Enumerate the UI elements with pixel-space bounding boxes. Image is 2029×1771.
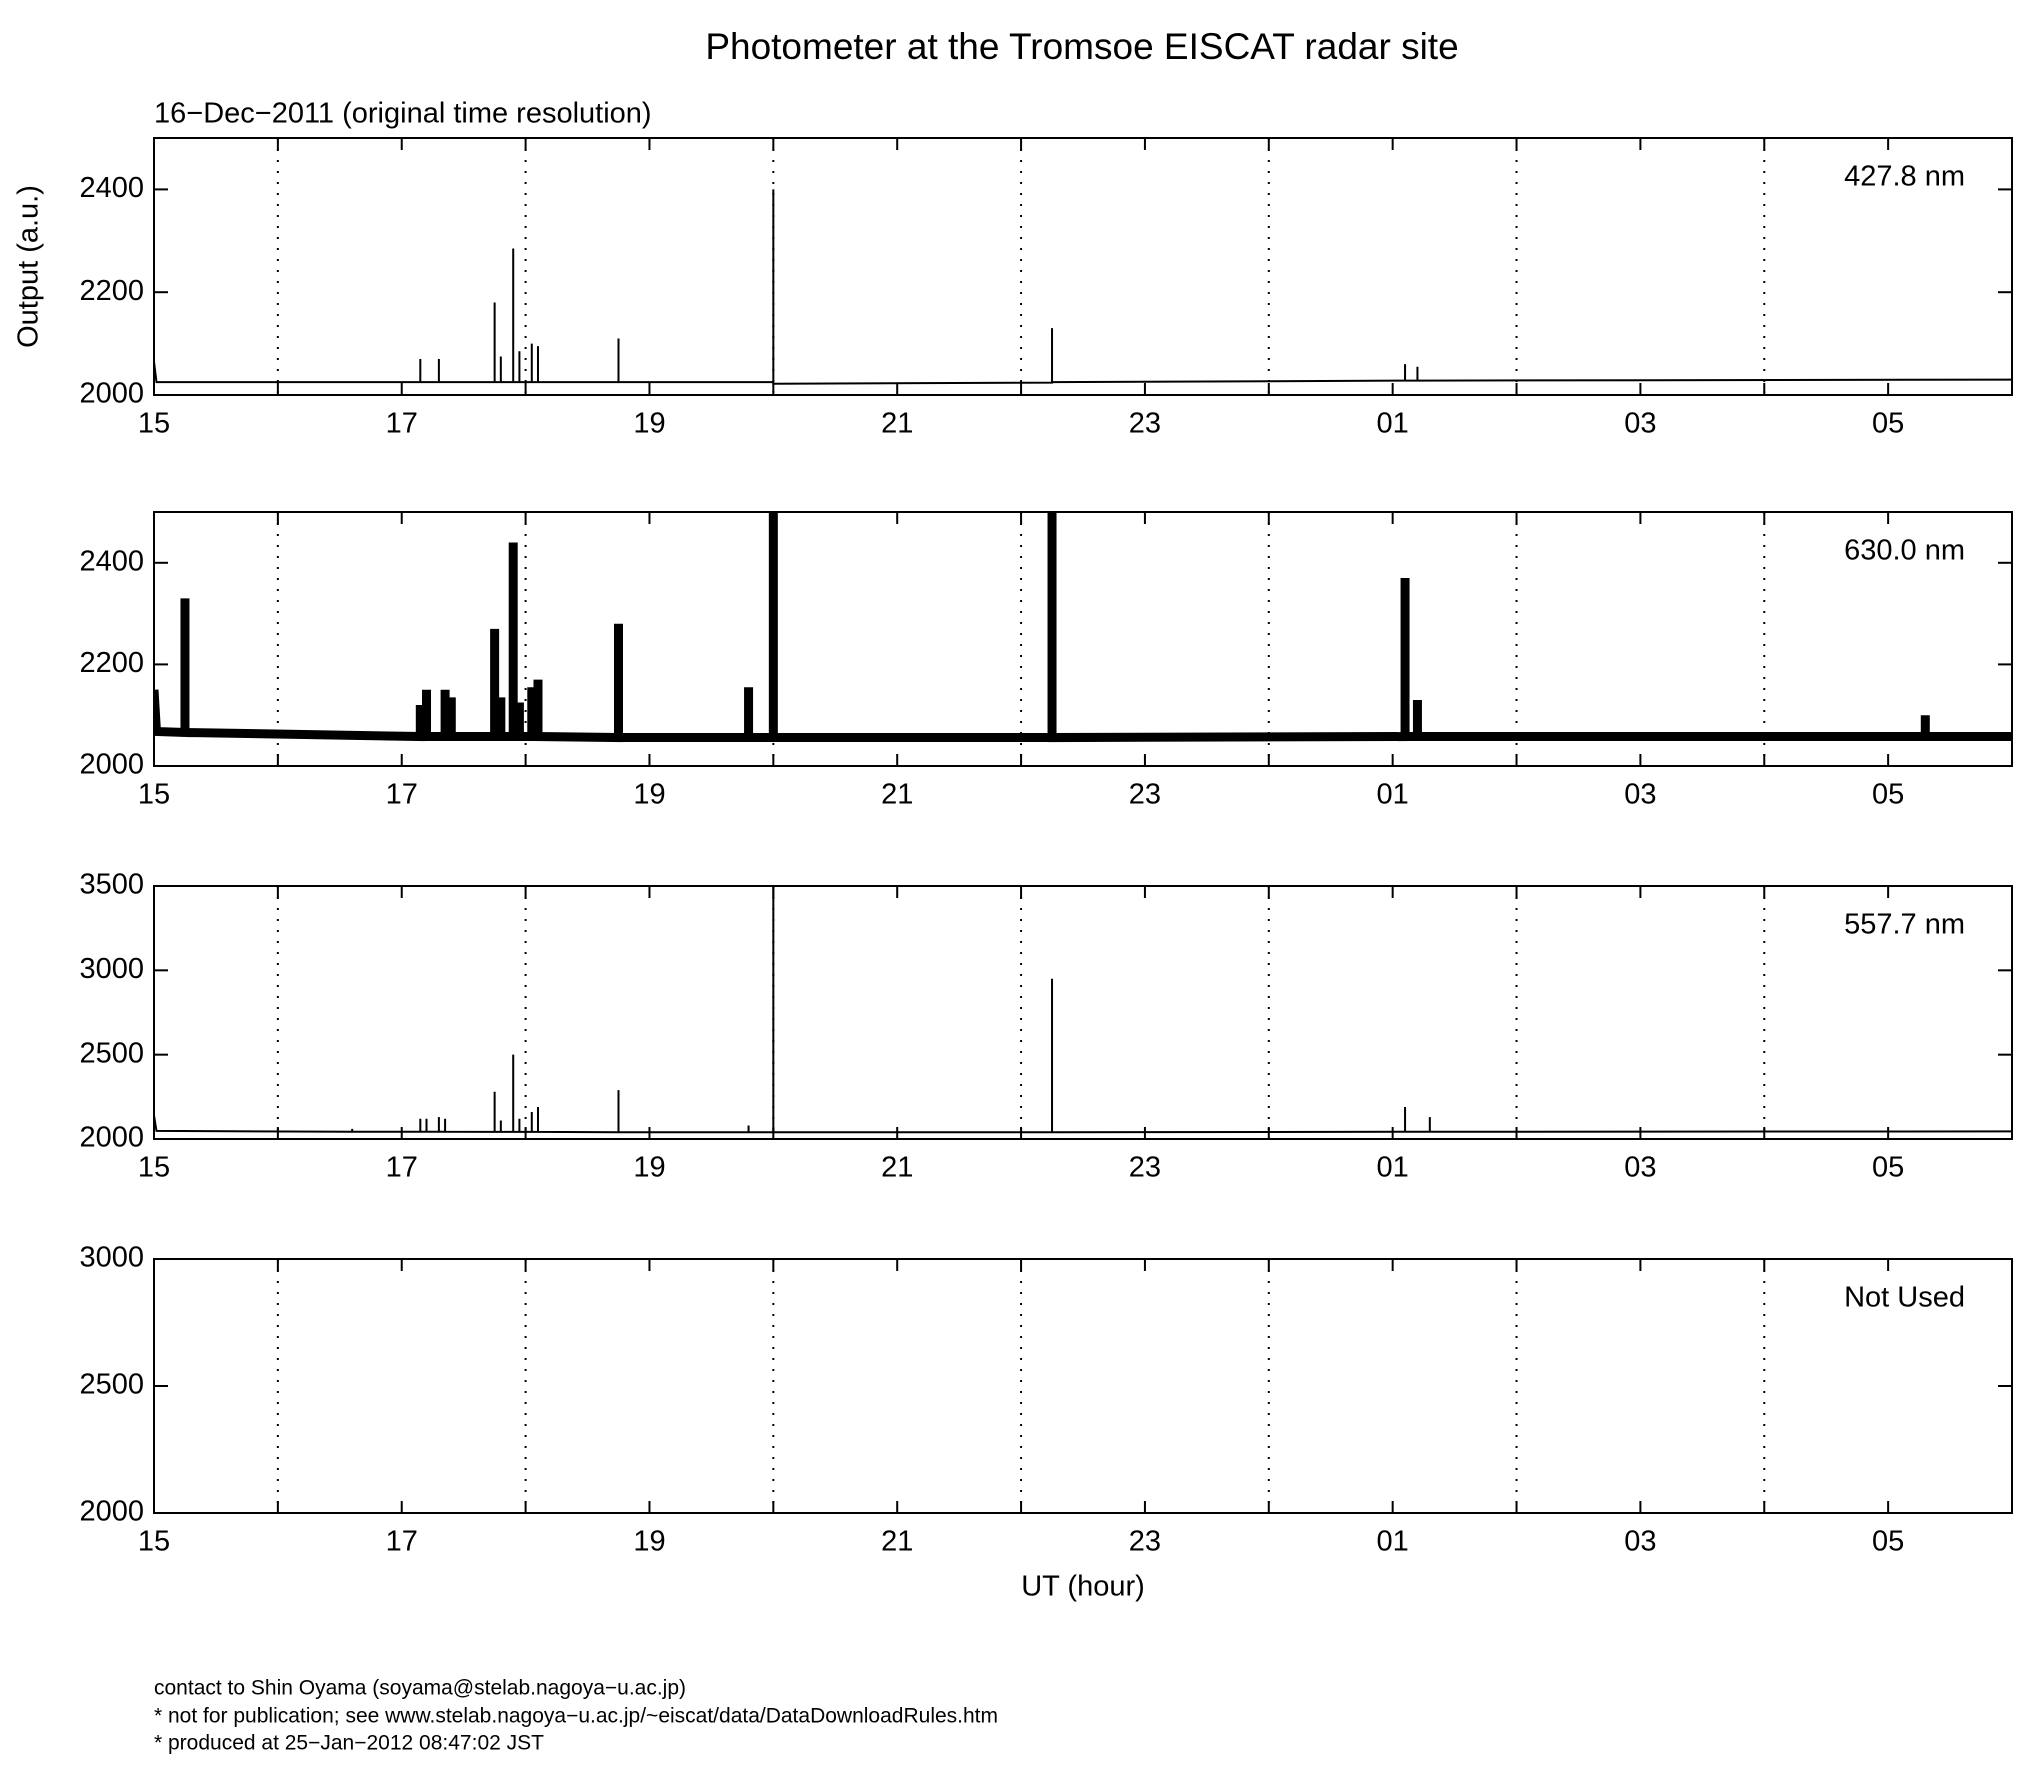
x-tick-label: 23	[1129, 1152, 1161, 1184]
x-tick-label: 21	[881, 408, 913, 440]
x-tick-label: 17	[386, 408, 418, 440]
x-tick-label: 17	[386, 779, 418, 811]
x-tick-label: 15	[138, 1152, 170, 1184]
x-tick-label: 01	[1377, 408, 1409, 440]
x-tick-label: 05	[1872, 408, 1904, 440]
x-tick-label: 15	[138, 779, 170, 811]
figure-title: Photometer at the Tromsoe EISCAT radar s…	[705, 26, 1458, 67]
figure-subtitle: 16−Dec−2011 (original time resolution)	[154, 98, 652, 130]
footer-line: contact to Shin Oyama (soyama@stelab.nag…	[154, 1677, 686, 1700]
plot-frame	[153, 1258, 2013, 1514]
x-tick-label: 03	[1624, 408, 1656, 440]
x-tick-label: 17	[386, 1152, 418, 1184]
x-tick-label: 19	[633, 1526, 665, 1558]
x-tick-label: 03	[1624, 1152, 1656, 1184]
y-tick-label: 3000	[79, 953, 144, 985]
y-tick-label: 3000	[79, 1242, 144, 1274]
y-tick-label: 2500	[79, 1037, 144, 1069]
x-tick-label: 17	[386, 1526, 418, 1558]
plot-frame	[153, 885, 2013, 1140]
x-tick-label: 01	[1377, 1526, 1409, 1558]
y-axis-label: Output (a.u.)	[13, 185, 45, 348]
y-tick-label: 2500	[79, 1369, 144, 1401]
y-tick-label: 2000	[79, 749, 144, 781]
y-tick-label: 2000	[79, 1496, 144, 1528]
x-tick-label: 01	[1377, 779, 1409, 811]
x-tick-label: 01	[1377, 1152, 1409, 1184]
x-tick-label: 05	[1872, 1526, 1904, 1558]
plot-frame	[153, 137, 2013, 396]
x-tick-label: 15	[138, 1526, 170, 1558]
panel-label: 427.8 nm	[1844, 161, 1965, 193]
data-line	[154, 886, 2012, 1134]
y-tick-label: 2200	[79, 275, 144, 307]
panel-label: 630.0 nm	[1844, 535, 1965, 567]
data-line	[154, 512, 2012, 743]
x-tick-label: 15	[138, 408, 170, 440]
x-tick-label: 21	[881, 779, 913, 811]
footer-line: * produced at 25−Jan−2012 08:47:02 JST	[154, 1732, 544, 1755]
x-tick-label: 19	[633, 779, 665, 811]
y-tick-label: 2400	[79, 172, 144, 204]
x-tick-label: 03	[1624, 779, 1656, 811]
x-tick-label: 19	[633, 408, 665, 440]
y-tick-label: 3500	[79, 869, 144, 901]
y-tick-label: 2400	[79, 545, 144, 577]
x-tick-label: 05	[1872, 1152, 1904, 1184]
plot-frame	[153, 511, 2013, 767]
y-tick-label: 2200	[79, 647, 144, 679]
data-line	[154, 189, 2012, 385]
footer-line: * not for publication; see www.stelab.na…	[154, 1705, 998, 1728]
x-tick-label: 23	[1129, 779, 1161, 811]
y-tick-label: 2000	[79, 1122, 144, 1154]
x-tick-label: 23	[1129, 408, 1161, 440]
x-tick-label: 05	[1872, 779, 1904, 811]
y-tick-label: 2000	[79, 378, 144, 410]
x-tick-label: 23	[1129, 1526, 1161, 1558]
x-tick-label: 21	[881, 1152, 913, 1184]
x-tick-label: 21	[881, 1526, 913, 1558]
x-axis-label: UT (hour)	[1021, 1571, 1145, 1603]
panel-label: 557.7 nm	[1844, 909, 1965, 941]
x-tick-label: 03	[1624, 1526, 1656, 1558]
panel-label: Not Used	[1844, 1282, 1965, 1314]
x-tick-label: 19	[633, 1152, 665, 1184]
